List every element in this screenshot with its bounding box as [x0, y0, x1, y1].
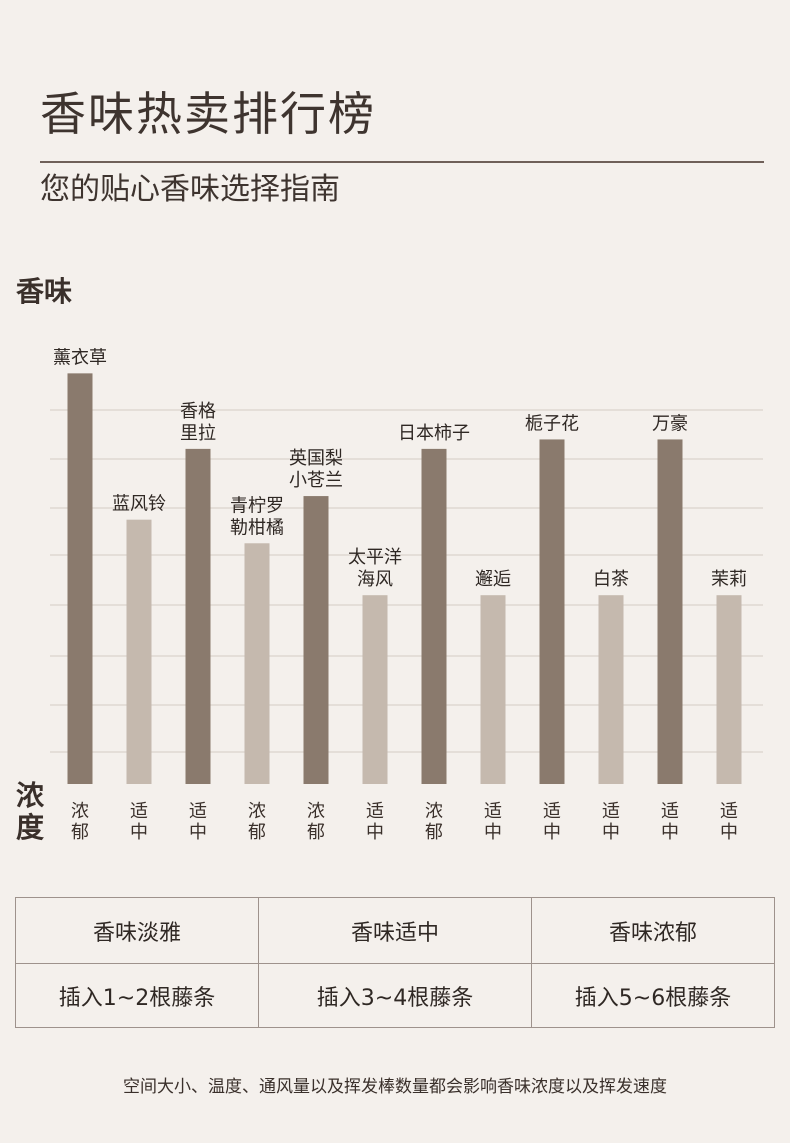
intensity-label: 适: [189, 801, 207, 822]
intensity-label: 郁: [71, 822, 89, 843]
intensity-label: 适: [484, 801, 502, 822]
bar: [126, 519, 152, 784]
bar: [244, 543, 270, 784]
bar-label: 薰衣草: [53, 347, 107, 368]
bar-label: 海风: [357, 569, 393, 590]
page-subtitle: 您的贴心香味选择指南: [40, 172, 340, 207]
bar-label: 茉莉: [711, 569, 747, 590]
bar: [539, 439, 565, 784]
intensity-label: 中: [189, 822, 207, 843]
table-header-strong: 香味浓郁: [532, 898, 774, 964]
intensity-label: 适: [130, 801, 148, 822]
bar: [480, 595, 506, 784]
page-title: 香味热卖排行榜: [40, 87, 376, 141]
bar-label: 蓝风铃: [112, 494, 166, 515]
intensity-label: 浓: [307, 801, 325, 822]
bar-label: 里拉: [180, 423, 216, 444]
grid-lines: [50, 409, 763, 753]
table-cell-medium: 插入3~4根藤条: [259, 964, 532, 1027]
bar-label: 栀子花: [525, 413, 579, 434]
bar-label: 日本柿子: [398, 423, 470, 444]
intensity-label: 中: [130, 822, 148, 843]
bar-label: 白茶: [593, 569, 629, 590]
bar: [716, 595, 742, 784]
table-cell-strong: 插入5~6根藤条: [574, 985, 732, 1011]
intensity-label: 浓: [71, 801, 89, 822]
intensity-label: 中: [484, 822, 502, 843]
y-axis-label: 香味: [16, 275, 73, 308]
bar-label: 邂逅: [475, 569, 511, 590]
footnote: 空间大小、温度、通风量以及挥发棒数量都会影响香味浓度以及挥发速度: [123, 1077, 667, 1097]
bar-label: 小苍兰: [289, 470, 343, 491]
bar-label: 勒柑橘: [230, 517, 284, 538]
bar-label: 英国梨: [289, 448, 343, 469]
bar: [362, 595, 388, 784]
table-cell-light: 插入1~2根藤条: [16, 964, 259, 1027]
intensity-label: 适: [366, 801, 384, 822]
intensity-label: 适: [543, 801, 561, 822]
intensity-label: 郁: [248, 822, 266, 843]
bar: [657, 439, 683, 784]
intensity-label: 中: [543, 822, 561, 843]
bar-label: 万豪: [652, 413, 688, 434]
usage-table: 香味淡雅 香味适中 香味浓郁 插入1~2根藤条 插入3~4根藤条 插入5~6根藤…: [15, 897, 775, 1028]
table-header-medium: 香味适中: [259, 898, 532, 964]
intensity-label: 中: [602, 822, 620, 843]
bars: [67, 373, 742, 784]
intensity-label: 适: [602, 801, 620, 822]
intensity-label: 适: [720, 801, 738, 822]
intensity-label: 浓: [248, 801, 266, 822]
bar: [185, 448, 211, 784]
intensity-label: 中: [661, 822, 679, 843]
bar-label: 太平洋: [348, 547, 402, 568]
intensity-label: 郁: [307, 822, 325, 843]
bar-label: 青柠罗: [230, 495, 284, 516]
bar: [598, 595, 624, 784]
intensity-label: 中: [366, 822, 384, 843]
table-header-light: 香味淡雅: [16, 898, 259, 964]
bar: [421, 448, 447, 784]
x-axis-label: 浓度: [16, 779, 45, 845]
bar: [303, 496, 329, 784]
intensity-label: 浓: [425, 801, 443, 822]
bar-label: 香格: [180, 401, 216, 422]
bar: [67, 373, 93, 784]
intensity-label: 适: [661, 801, 679, 822]
intensity-label: 中: [720, 822, 738, 843]
intensity-label: 郁: [425, 822, 443, 843]
title-divider: [40, 161, 764, 163]
